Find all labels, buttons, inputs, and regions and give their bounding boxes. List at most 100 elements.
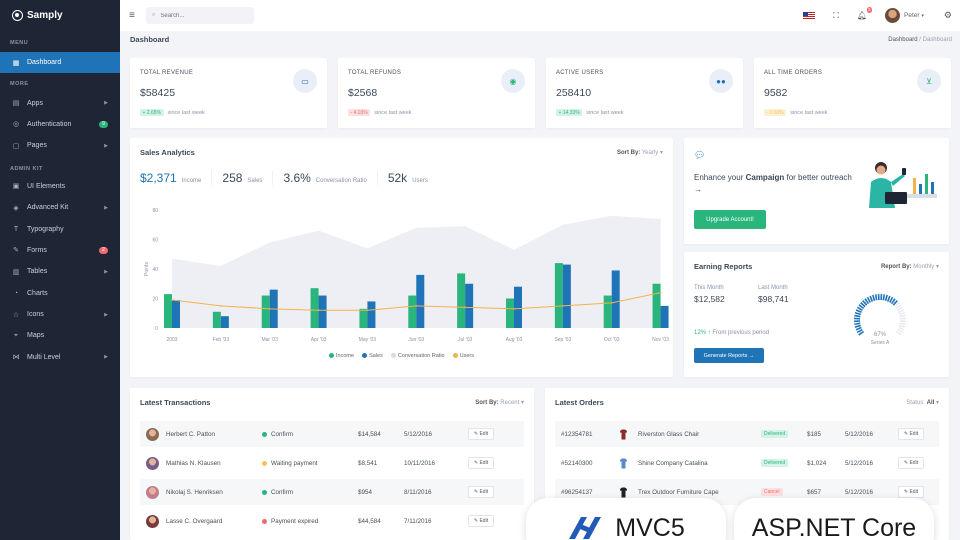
earning-gauge: 67% Series A	[853, 293, 907, 346]
transactions-sort-dropdown[interactable]: Sort By: Recent ▾	[475, 399, 524, 406]
x-tick-label: Apr '03	[311, 337, 327, 343]
gauge-tick	[897, 306, 904, 311]
breadcrumb-link[interactable]: Dashboard	[888, 36, 918, 43]
sidebar-item-label: UI Elements	[27, 182, 66, 190]
line-point-users	[317, 309, 320, 312]
notification-bell-icon[interactable]: 🔔︎ 3	[856, 7, 873, 20]
sort-value: Recent	[500, 400, 520, 406]
order-status-badge: Delivered	[761, 459, 789, 467]
status-text: Payment expired	[271, 517, 319, 525]
order-id: #52140300	[561, 459, 593, 467]
order-price: $657	[807, 488, 822, 496]
edit-button[interactable]: ✎ Edit	[468, 515, 494, 527]
sidebar-item-multi-level[interactable]: ⋈ Multi Level ▶	[0, 347, 120, 368]
stat-delta: + 14.33% since last week	[556, 109, 624, 116]
kpi-users: 52k Users	[388, 171, 438, 185]
line-point-users	[220, 305, 222, 307]
this-month: This Month $12,582	[694, 285, 725, 304]
customer-name: Mathias N. Klausen	[166, 459, 221, 467]
settings-gear-icon[interactable]: ⚙	[943, 10, 952, 20]
sales-sort-dropdown[interactable]: Sort By: Yearly ▾	[617, 149, 663, 156]
edit-button[interactable]: ✎ Edit	[468, 486, 494, 498]
sidebar-item-typography[interactable]: T Typography	[0, 218, 120, 239]
gauge-tick	[890, 298, 896, 305]
sidebar-item-maps[interactable]: ⌖ Maps	[0, 325, 120, 346]
sidebar-item-forms[interactable]: ✎ Forms 2	[0, 240, 120, 261]
delta-note: since last week	[374, 109, 412, 116]
bar-sales	[513, 286, 522, 328]
kpi-label: Conversation Ratio	[315, 178, 367, 184]
sidebar-item-dashboard[interactable]: ▦ Dashboard	[0, 52, 120, 74]
sidebar-item-authentication[interactable]: ◎ Authentication 9	[0, 114, 120, 135]
upgrade-account-button[interactable]: Upgrade Account!	[694, 210, 766, 229]
status-text: Confirm	[271, 430, 294, 438]
this-month-label: This Month	[694, 285, 724, 291]
sidebar-item-apps[interactable]: ▤ Apps ▶	[0, 92, 120, 113]
stat-delta: - 4.03% since last week	[348, 109, 412, 116]
edit-button[interactable]: ✎ Edit	[468, 428, 494, 440]
chevron-down-icon: ▾	[520, 400, 524, 406]
bar-sales	[611, 270, 620, 328]
orders-title: Latest Orders	[555, 398, 604, 407]
earning-reports-card: Earning Reports Report By: Monthly ▾ Thi…	[684, 252, 949, 377]
status-dot-icon	[262, 460, 267, 466]
stat-value: $2568	[348, 87, 378, 99]
edit-button[interactable]: ✎ Edit	[468, 457, 494, 469]
order-product: Shine Company Catalina	[619, 458, 708, 469]
transaction-amount: $8,541	[358, 459, 378, 467]
product-shirt-icon	[619, 458, 628, 469]
mvc-logo-icon	[569, 517, 602, 539]
growth-pct: 12% ↑	[694, 330, 711, 336]
transaction-status: Waiting payment	[262, 460, 318, 467]
line-point-users	[610, 302, 613, 304]
language-flag-icon[interactable]	[803, 11, 816, 20]
user-menu[interactable]: Peter ▾	[904, 12, 924, 19]
orders-status-dropdown[interactable]: Status: All ▾	[906, 399, 939, 406]
sidebar-item-icons[interactable]: ☆ Icons ▶	[0, 304, 120, 325]
x-tick-label: Mar '03	[261, 337, 278, 343]
sidebar-section-admin: ADMIN KIT	[10, 165, 43, 172]
tables-icon: ▥	[12, 268, 20, 276]
bar-sales	[172, 299, 180, 328]
kpi-value: 52k	[387, 171, 408, 185]
bar-income	[359, 308, 368, 328]
edit-button[interactable]: ✎ Edit	[898, 486, 924, 498]
sidebar-item-tables[interactable]: ▥ Tables ▶	[0, 261, 120, 282]
sort-value: Monthly	[913, 264, 935, 270]
sidebar-item-label: Typography	[27, 225, 64, 233]
sidebar-item-charts[interactable]: ◔ Charts	[0, 283, 120, 304]
order-date: 5/12/2016	[845, 430, 874, 438]
user-avatar[interactable]	[885, 8, 901, 23]
stat-delta: + 2.65% since last week	[140, 109, 205, 116]
legend-item[interactable]: Users	[452, 353, 474, 359]
order-date: 5/12/2016	[845, 488, 874, 496]
delta-note: since last week	[586, 109, 624, 116]
x-tick-label: Aug '03	[506, 337, 523, 343]
generate-reports-button[interactable]: Generate Reports →	[694, 348, 764, 363]
line-point-users	[562, 305, 564, 307]
order-row: #52140300 Shine Company Catalina Delivered…	[555, 450, 939, 476]
legend-item[interactable]: Income	[329, 353, 354, 359]
order-status-badge: Cancel	[761, 488, 783, 496]
gauge-tick	[858, 330, 865, 336]
search-input[interactable]	[160, 12, 241, 19]
app-logo[interactable]: Samply	[0, 0, 120, 31]
search-box[interactable]: ⌕	[146, 7, 254, 24]
sidebar-item-label: Authentication	[27, 120, 72, 128]
gauge-tick	[895, 330, 902, 336]
legend-item[interactable]: Sales	[362, 353, 383, 359]
sidebar-item-ui-elements[interactable]: ▣ UI Elements	[0, 176, 120, 197]
delta-badge: + 2.65%	[140, 109, 164, 116]
legend-item[interactable]: Conversation Ratio	[390, 353, 445, 359]
last-month-value: $98,741	[758, 294, 789, 304]
fullscreen-icon[interactable]: ⛶	[833, 10, 839, 20]
edit-button[interactable]: ✎ Edit	[898, 428, 924, 440]
sidebar-item-pages[interactable]: ▢ Pages ▶	[0, 135, 120, 156]
chevron-right-icon: ▶	[104, 204, 108, 211]
menu-toggle-icon[interactable]: ≡	[129, 10, 135, 21]
sidebar-item-advanced-kit[interactable]: ◈ Advanced Kit ▶	[0, 197, 120, 218]
logo-icon	[12, 10, 23, 21]
chevron-down-icon: ▾	[935, 264, 939, 270]
report-sort-dropdown[interactable]: Report By: Monthly ▾	[881, 263, 939, 270]
edit-button[interactable]: ✎ Edit	[898, 457, 924, 469]
